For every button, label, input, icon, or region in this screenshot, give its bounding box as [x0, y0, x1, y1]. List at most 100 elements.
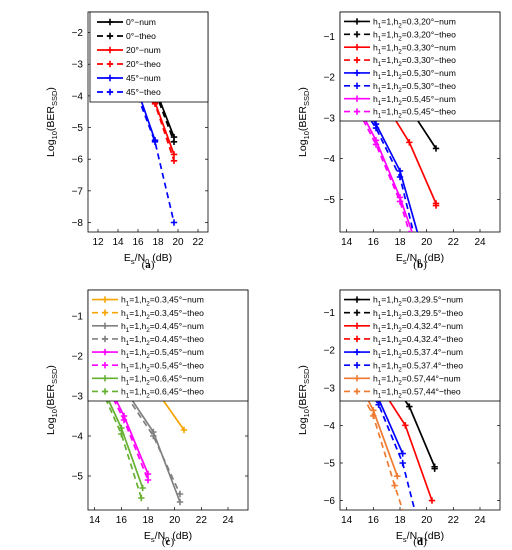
panel-d-series-6-point: [399, 459, 406, 467]
panel-b-series-6-point: [372, 124, 380, 132]
panel-c-xtick-label: 22: [196, 515, 208, 526]
panel-b-legend-point: [353, 31, 361, 38]
panel-c-legend-point: [101, 348, 109, 356]
panel-b-caption: (b): [413, 259, 427, 271]
panel-c-legend-box: [87, 289, 249, 402]
panel-b-legend-box: [339, 11, 501, 122]
panel-d-xtick-label: 20: [421, 515, 433, 526]
panel-b-y-axis-label: Log10(BERSSD): [297, 87, 311, 157]
panel-b-series-8-point: [372, 141, 380, 148]
panel-b-series-8-point: [396, 198, 404, 205]
panel-d-ytick-label: −1: [324, 308, 336, 319]
panel-b-legend-point: [353, 56, 361, 64]
panel-b-legend-point: [353, 108, 361, 115]
panel-d-series-7-point: [370, 407, 377, 414]
panel-c-legend-point: [101, 388, 109, 395]
panel-d-ytick-label: −6: [324, 496, 336, 507]
panel-c-legend-entry: h1=1,h2=0.3,45°−theo: [121, 308, 204, 321]
panel-b-legend-point: [353, 43, 361, 51]
panel-d-legend-entry: h1=1,h2=0.3,29.5°−theo: [373, 308, 463, 321]
panel-a-y-axis-label: Log10(BERSSD): [45, 87, 59, 157]
panel-c-legend-point: [101, 375, 109, 382]
panel-b-legend-entry: h1=1,h2=0.5,30°−num: [373, 68, 456, 81]
panel-b-xtick-label: 18: [394, 237, 406, 248]
panel-d-legend-box: [339, 289, 501, 402]
panel-a-legend-point: [106, 88, 114, 96]
panel-c-legend-entry: h1=1,h2=0.5,45°−num: [121, 347, 204, 360]
panel-a-caption: (a): [142, 259, 155, 271]
panel-d-legend-point: [353, 322, 361, 330]
panel-a-legend-entry: 45°−num: [126, 73, 161, 83]
panel-c-series-3-point: [176, 498, 184, 506]
panel-b-legend-entry: h1=1,h2=0.3,20°−theo: [373, 29, 456, 42]
panel-c-ytick-label: −4: [72, 432, 84, 443]
panel-d-caption: (d): [413, 536, 427, 548]
panel-b-series-3-point: [406, 139, 413, 146]
panel-b-ytick-label: −2: [324, 73, 336, 84]
panel-a-series-2-point: [170, 138, 178, 145]
panel-c-legend-point: [101, 309, 109, 316]
panel-b-xtick-label: 22: [448, 237, 460, 248]
panel-d-legend-entry: h1=1,h2=0.57,44°−num: [373, 373, 461, 386]
panel-a-ytick-label: −5: [72, 123, 84, 134]
panel-d-series-3-point: [428, 497, 436, 504]
panel-a-legend-entry: 20°−theo: [126, 59, 161, 69]
panel-a-ytick-label: −3: [72, 60, 84, 71]
panel-a-ytick-label: −6: [72, 155, 84, 166]
panel-d-xtick-label: 22: [448, 515, 460, 526]
panel-a-xtick-label: 16: [132, 237, 144, 248]
panel-a-xtick-label: 18: [152, 237, 164, 248]
panel-d-series-8-point: [370, 412, 377, 420]
panel-d-legend-point: [353, 348, 361, 356]
panel-a-series-3-point: [170, 151, 178, 158]
panel-d-legend-entry: h1=1,h2=0.3,29.5°−num: [373, 295, 463, 308]
panel-c-legend-entry: h1=1,h2=0.4,45°−theo: [121, 334, 204, 347]
panel-c-caption: (c): [162, 536, 175, 548]
panel-a-legend-box: [89, 11, 209, 103]
panel-a-xtick-label: 20: [172, 237, 184, 248]
panel-b-legend-entry: h1=1,h2=0.5,45°−num: [373, 94, 456, 107]
panel-a-legend: 0°−num 0°−theo 20°−num 20°−theo 45°−num 45°−t…: [89, 11, 209, 103]
panel-b-legend-point: [353, 82, 361, 90]
panel-d-y-axis-label: Log10(BERSSD): [297, 365, 311, 435]
panel-c-legend-point: [101, 322, 109, 330]
panel-d-legend-point: [353, 335, 361, 343]
panel-b: 14 16 18 20 22 24 −5 −4 −3 −2 −1 Es/N0 (dB) Log10(BE…: [297, 11, 501, 271]
panel-c-series-4-point: [176, 490, 184, 498]
panel-d-x-axis-label: Es/N0 (dB): [396, 530, 444, 544]
panel-d-legend-point: [353, 361, 361, 369]
panel-d-series-1-point: [406, 403, 413, 410]
panel-c-legend-point: [101, 361, 109, 369]
panel-d-series-6-point: [375, 401, 382, 408]
panel-a-legend-point: [106, 60, 114, 68]
panel-a-series-6-point: [170, 219, 178, 226]
panel-d-series-7-point: [394, 472, 401, 480]
panel-b-series-4-point: [432, 202, 440, 209]
panel-d-legend-point: [353, 375, 361, 382]
panel-d-legend: h1=1,h2=0.3,29.5°−numh1=1,h2=0.3,29.5°−t…: [339, 289, 501, 402]
panel-d-series-8-point: [391, 482, 398, 489]
panel-a-ytick-label: −8: [72, 218, 84, 229]
panel-d-legend-point: [353, 296, 361, 303]
panel-a-xtick-label: 12: [92, 237, 104, 248]
panel-b-ytick-label: −5: [324, 195, 336, 206]
panel-c-xtick-label: 20: [169, 515, 181, 526]
panel-b-legend-entry: h1=1,h2=0.5,45°−theo: [373, 107, 456, 120]
panel-c-y-axis-label: Log10(BERSSD): [45, 365, 59, 435]
panel-b-ytick-label: −1: [324, 32, 336, 43]
panel-a: 12 14 16 18 20 22 −8 −7 −6 −5 −4 −3 −2 Es/N0 (dB) Log1…: [45, 11, 209, 271]
panel-c-xtick-label: 16: [116, 515, 128, 526]
panel-c-series-1-point: [180, 426, 188, 434]
panel-c-xtick-label: 14: [89, 515, 101, 526]
panel-a-legend-point: [106, 46, 114, 54]
panel-b-legend-point: [353, 95, 361, 102]
panel-a-x-axis-label: Es/N0 (dB): [124, 252, 172, 266]
panel-d-xtick-label: 16: [368, 515, 380, 526]
panel-c-ytick-label: −5: [72, 472, 84, 483]
panel-c-x-axis-label: Es/N0 (dB): [144, 530, 192, 544]
panel-c-xtick-label: 24: [222, 515, 234, 526]
panel-d-xtick-label: 14: [341, 515, 353, 526]
panel-c-ytick-label: −2: [72, 352, 84, 363]
panel-d-xtick-label: 24: [474, 515, 486, 526]
panel-c-series-8-point: [138, 494, 145, 502]
